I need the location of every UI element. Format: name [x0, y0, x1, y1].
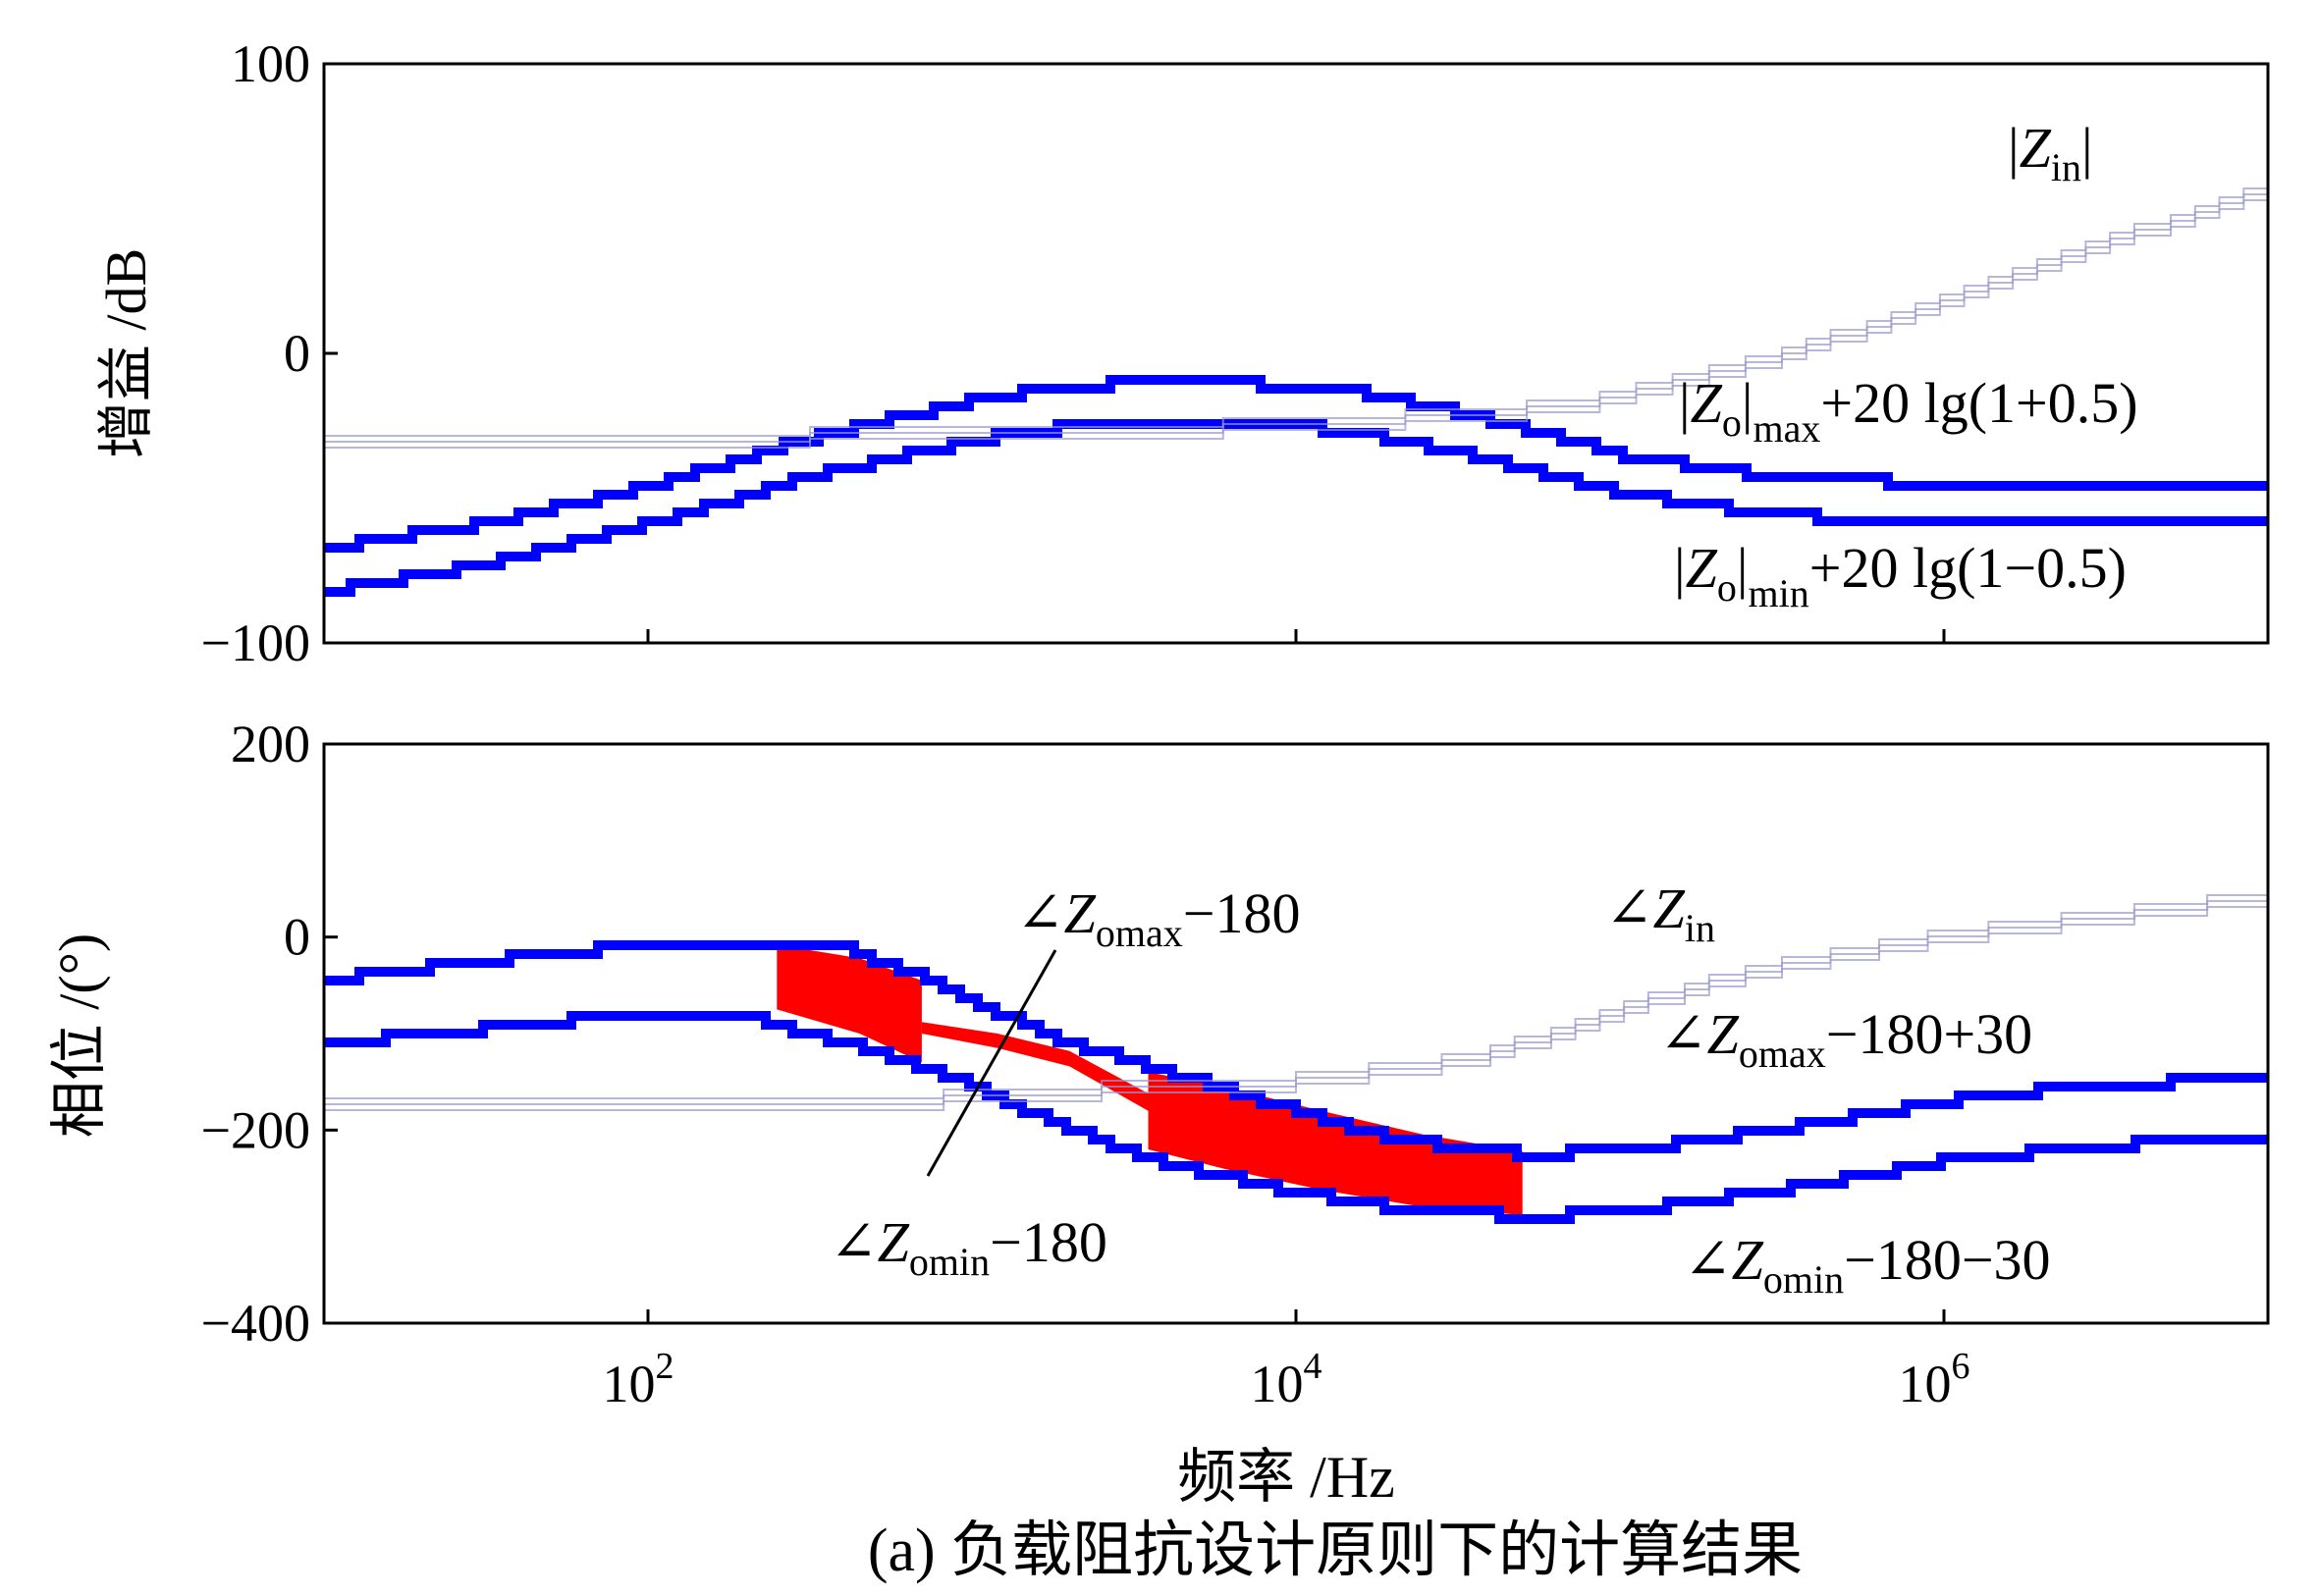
phase-y-axis-label: 相位 /(°)	[47, 933, 111, 1138]
highlight-region-2	[1148, 1072, 1523, 1215]
series-0-2-strand-0	[324, 180, 2269, 437]
series-1-2-strand-2	[324, 898, 2269, 1111]
y-tick-label: 0	[284, 324, 310, 383]
magnitude-panel: −100 0 100 增益 /dB |Zin| |Zo|max+20 lg(1+0.…	[94, 34, 2270, 672]
annotation-phase-zomin-minus30: ∠Zomin−180−30	[1684, 1228, 2051, 1302]
y-tick-label: −200	[201, 1100, 310, 1159]
magnitude-series-layer	[324, 180, 2269, 597]
y-tick-label: −400	[201, 1294, 310, 1353]
series-0-2-strand-1	[324, 186, 2269, 443]
annotation-phase-zin: ∠Zin	[1605, 877, 1715, 950]
annotation-phase-zomax: ∠Zomax−180	[1016, 881, 1300, 955]
phase-tick-layer: −400 −200 0 200 102 104 106	[201, 715, 1970, 1413]
series-1-2-strand-1	[324, 892, 2269, 1105]
x-tick-label: 106	[1899, 1346, 1970, 1413]
highlight-region-1	[921, 1022, 1149, 1111]
y-tick-label: 0	[284, 908, 310, 967]
y-tick-label: 100	[231, 34, 310, 93]
annotation-mag-zomax: |Zo|max+20 lg(1+0.5)	[1679, 371, 2138, 451]
series-1-0	[324, 940, 2268, 1162]
series-1-2-strand-0	[324, 886, 2269, 1099]
figure-caption: (a) 负载阻抗设计原则下的计算结果	[868, 1517, 1803, 1584]
series-0-0	[324, 375, 2268, 553]
phase-panel: −400 −200 0 200 102 104 106 相位 /(°) ∠Zomax−180…	[47, 715, 2270, 1413]
magnitude-tick-layer: −100 0 100	[201, 34, 1946, 672]
annotation-phase-zomin: ∠Zomin−180	[830, 1210, 1107, 1284]
phase-series-layer	[324, 886, 2269, 1224]
x-tick-label: 104	[1251, 1346, 1322, 1413]
series-0-2-strand-2	[324, 191, 2269, 449]
annotation-mag-zomin: |Zo|min+20 lg(1−0.5)	[1674, 536, 2127, 615]
y-tick-label: 200	[231, 715, 310, 773]
x-tick-label: 102	[603, 1346, 674, 1413]
annotation-phase-zomax-plus30: ∠Zomax−180+30	[1659, 1002, 2032, 1076]
highlight-region-0	[777, 944, 922, 1063]
y-tick-label: −100	[201, 613, 310, 672]
series-1-1	[324, 1011, 2268, 1224]
annotation-leader-line	[926, 949, 1057, 1177]
magnitude-y-axis-label: 增益 /dB	[94, 248, 158, 458]
x-axis-label: 频率 /Hz	[1177, 1445, 1395, 1510]
phase-highlight-layer	[777, 944, 1523, 1215]
annotation-mag-zin: |Zin|	[2008, 116, 2093, 189]
